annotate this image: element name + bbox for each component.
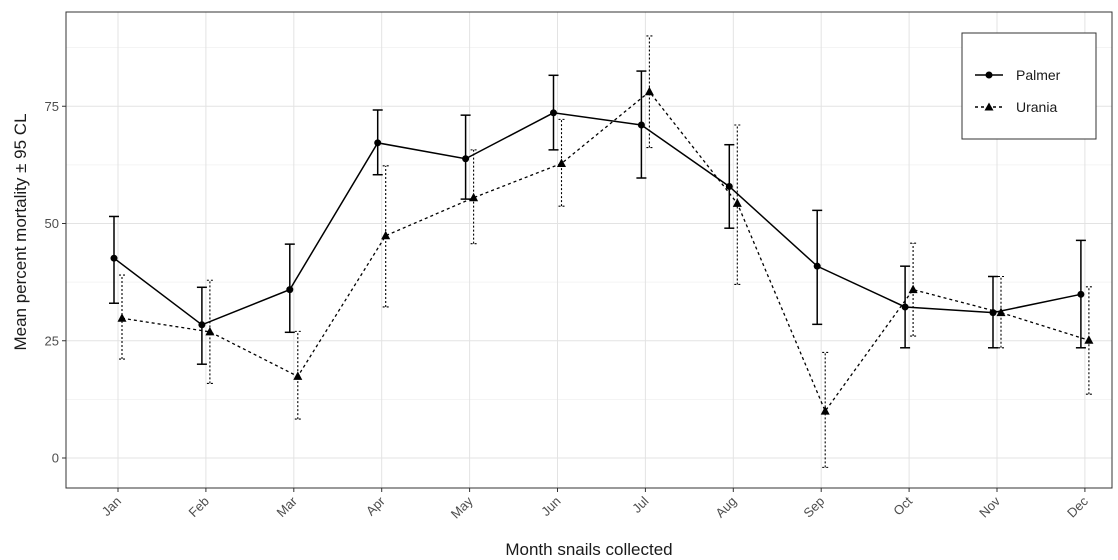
point-palmer-mar — [286, 286, 294, 294]
point-palmer-apr — [374, 139, 382, 147]
point-palmer-nov — [989, 309, 997, 317]
legend-label-urania: Urania — [1016, 99, 1057, 115]
legend-key-palmer-marker — [985, 71, 993, 79]
plot-panel-border — [65, 11, 1113, 489]
point-palmer-sep — [813, 262, 821, 270]
point-urania-jun — [557, 158, 566, 167]
point-palmer-may — [462, 155, 470, 163]
legend-box — [961, 32, 1097, 140]
x-tick-label-jun: Jun — [538, 494, 563, 519]
line-urania — [121, 90, 1090, 413]
y-tick-label-50: 50 — [45, 216, 59, 231]
x-tick-label-mar: Mar — [273, 493, 300, 520]
legend-label-palmer: Palmer — [1016, 67, 1061, 83]
x-tick-label-oct: Oct — [890, 493, 915, 518]
point-urania-dec — [1084, 335, 1094, 344]
y-tick-label-0: 0 — [52, 451, 59, 466]
x-tick-label-sep: Sep — [800, 494, 827, 521]
point-palmer-jan — [110, 254, 118, 262]
x-tick-label-aug: Aug — [712, 494, 739, 521]
legend-key-urania-marker — [984, 102, 994, 111]
point-urania-mar — [293, 371, 303, 380]
plot-panel — [65, 11, 1113, 489]
point-urania-feb — [205, 326, 215, 336]
x-tick-label-jul: Jul — [629, 493, 651, 515]
series-urania — [117, 35, 1094, 468]
legend: Palmer Urania — [961, 32, 1097, 140]
point-palmer-aug — [725, 182, 733, 190]
x-tick-label-may: May — [448, 493, 476, 521]
point-palmer-oct — [901, 303, 909, 311]
x-tick-label-apr: Apr — [363, 493, 388, 518]
point-urania-jan — [117, 313, 127, 322]
point-urania-oct — [908, 284, 918, 294]
x-tick-label-nov: Nov — [976, 493, 1003, 520]
point-urania-may — [469, 192, 479, 202]
series-layer — [109, 35, 1094, 468]
point-urania-jul — [644, 86, 654, 96]
point-urania-nov — [996, 307, 1006, 317]
point-palmer-feb — [198, 321, 206, 329]
point-palmer-jun — [550, 109, 557, 117]
x-tick-label-dec: Dec — [1064, 493, 1091, 520]
point-urania-apr — [381, 230, 391, 240]
y-tick-label-25: 25 — [45, 333, 59, 348]
point-palmer-jul — [637, 121, 645, 129]
line-palmer — [113, 112, 1082, 326]
point-palmer-dec — [1077, 290, 1085, 298]
point-urania-sep — [820, 406, 830, 415]
point-urania-aug — [732, 198, 742, 207]
x-tick-label-feb: Feb — [186, 494, 212, 520]
x-tick-label-jan: Jan — [99, 494, 124, 519]
y-axis-title: Mean percent mortality ± 95 CL — [11, 113, 30, 350]
x-axis-title: Month snails collected — [505, 540, 672, 559]
grid — [66, 12, 1112, 488]
series-palmer — [109, 70, 1086, 365]
y-tick-label-75: 75 — [45, 99, 59, 114]
